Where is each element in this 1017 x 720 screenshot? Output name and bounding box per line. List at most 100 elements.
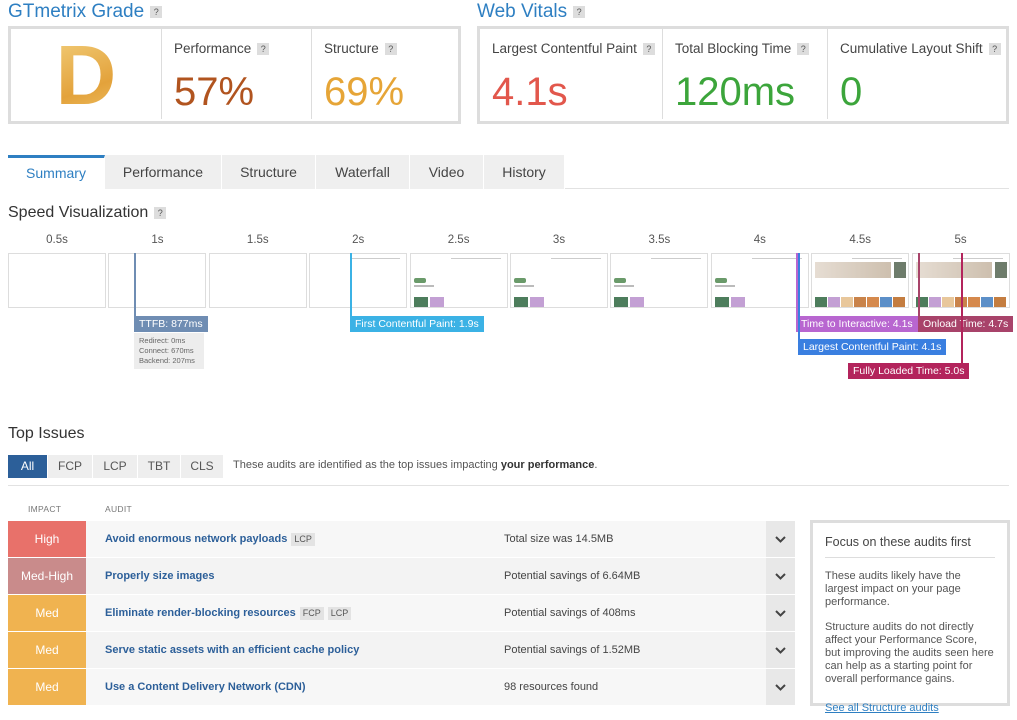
sidebar-text: Structure audits do not directly affect … bbox=[825, 621, 994, 685]
marker-label: Time to Interactive: 4.1s bbox=[796, 316, 918, 332]
audit-row[interactable]: Med Eliminate render-blocking resources FC… bbox=[8, 595, 795, 631]
audit-result: Potential savings of 1.52MB bbox=[504, 644, 641, 656]
impact: Med-High bbox=[8, 558, 86, 594]
help-icon[interactable]: ? bbox=[384, 43, 397, 56]
time-label: 1s bbox=[151, 234, 164, 246]
filter-button[interactable]: CLS bbox=[181, 455, 224, 478]
marker-line bbox=[134, 253, 136, 316]
grade-box: D Performance? 57% Structure? 69% bbox=[8, 26, 461, 124]
help-icon[interactable]: ? bbox=[257, 43, 270, 56]
issues-title: Top Issues bbox=[8, 425, 85, 442]
frame-logo bbox=[514, 278, 526, 283]
audit-title[interactable]: Use a Content Delivery Network (CDN) bbox=[105, 681, 306, 693]
expand-button[interactable] bbox=[766, 595, 795, 631]
time-label: 2s bbox=[352, 234, 365, 246]
metric-value: 69% bbox=[324, 70, 405, 114]
audit-title[interactable]: Serve static assets with an efficient ca… bbox=[105, 644, 360, 656]
filter-button[interactable]: All bbox=[8, 455, 48, 478]
tab[interactable]: Waterfall bbox=[316, 155, 410, 189]
frame-text bbox=[714, 285, 735, 287]
frame-tile bbox=[928, 297, 941, 307]
tab[interactable]: Summary bbox=[8, 155, 105, 189]
marker-label: TTFB: 877ms bbox=[134, 316, 208, 332]
frame-tile bbox=[530, 297, 544, 307]
ttfb-details: Redirect: 0ms Connect: 670ms Backend: 20… bbox=[134, 333, 204, 369]
grade-letter: D bbox=[11, 29, 161, 121]
filmstrip-frame bbox=[309, 253, 408, 308]
time-label: 3.5s bbox=[648, 234, 671, 246]
metric-value: 120ms bbox=[675, 70, 796, 114]
note-bold: your performance bbox=[500, 459, 595, 471]
ttfb-detail: Connect: 670ms bbox=[139, 346, 194, 355]
metric-value: 4.1s bbox=[492, 70, 568, 114]
time-label: 3s bbox=[552, 234, 566, 246]
metric-label: Performance bbox=[174, 41, 252, 56]
audit-title[interactable]: Eliminate render-blocking resources bbox=[105, 607, 296, 619]
tab[interactable]: History bbox=[484, 155, 565, 189]
tab[interactable]: Video bbox=[410, 155, 484, 189]
audit-row[interactable]: High Avoid enormous network payloads LCP To… bbox=[8, 521, 795, 557]
frame-logo bbox=[614, 278, 627, 283]
help-icon[interactable]: ? bbox=[797, 43, 810, 56]
frame-tile bbox=[893, 297, 906, 307]
audit-title[interactable]: Properly size images bbox=[105, 570, 215, 582]
filter-button[interactable]: TBT bbox=[138, 455, 181, 478]
frame-tile bbox=[429, 297, 444, 307]
vitals-heading: Web Vitals? bbox=[477, 1, 586, 23]
frame-tile bbox=[614, 297, 629, 307]
audit-name: Avoid enormous network payloads LCP bbox=[105, 521, 315, 557]
expand-button[interactable] bbox=[766, 669, 795, 705]
frame-tile bbox=[993, 297, 1006, 307]
sidebar-link[interactable]: See all Structure audits bbox=[825, 702, 939, 714]
column-header: IMPACT bbox=[28, 504, 62, 514]
filmstrip-frame bbox=[510, 253, 608, 308]
help-icon[interactable]: ? bbox=[154, 206, 167, 219]
audit-row[interactable]: Med-High Properly size images Potential sa… bbox=[8, 558, 795, 594]
frame-text bbox=[614, 285, 635, 287]
frame-tile bbox=[941, 297, 954, 307]
grade-heading: GTmetrix Grade? bbox=[8, 1, 163, 23]
column-header: AUDIT bbox=[105, 504, 132, 514]
ttfb-detail: Redirect: 0ms bbox=[139, 336, 186, 345]
audit-row[interactable]: Med Serve static assets with an efficient… bbox=[8, 632, 795, 668]
frame-tile bbox=[815, 297, 828, 307]
filter-button[interactable]: LCP bbox=[93, 455, 138, 478]
frame-banner bbox=[915, 262, 992, 278]
frame-tile bbox=[413, 297, 428, 307]
frame-tile bbox=[967, 297, 980, 307]
tab[interactable]: Structure bbox=[222, 155, 316, 189]
marker-label: Fully Loaded Time: 5.0s bbox=[848, 363, 970, 379]
frame-tile bbox=[514, 297, 528, 307]
vitals-title: Web Vitals bbox=[477, 1, 568, 22]
expand-button[interactable] bbox=[766, 558, 795, 594]
filter-button[interactable]: FCP bbox=[48, 455, 93, 478]
help-icon[interactable]: ? bbox=[573, 5, 586, 18]
sidebar-text: These audits likely have the largest imp… bbox=[825, 570, 961, 608]
marker-line bbox=[798, 253, 800, 339]
audit-title[interactable]: Avoid enormous network payloads bbox=[105, 533, 288, 545]
chevron bbox=[775, 684, 786, 691]
marker-line bbox=[961, 253, 963, 378]
impact: High bbox=[8, 521, 86, 557]
frame-line bbox=[350, 258, 401, 259]
help-icon[interactable]: ? bbox=[642, 43, 655, 56]
sidebar: Focus on these audits first These audits… bbox=[810, 520, 1010, 714]
time-label: 4.5s bbox=[849, 234, 872, 246]
tab[interactable]: Performance bbox=[105, 155, 222, 189]
audit-row[interactable]: Med Use a Content Delivery Network (CDN) 9… bbox=[8, 669, 795, 705]
expand-button[interactable] bbox=[766, 632, 795, 668]
frame-tile bbox=[630, 297, 645, 307]
audit-tag: LCP bbox=[291, 532, 315, 546]
marker-label: Largest Contentful Paint: 4.1s bbox=[798, 339, 947, 355]
audit-result: Potential savings of 6.64MB bbox=[504, 570, 641, 582]
expand-button[interactable] bbox=[766, 521, 795, 557]
time-label: 1.5s bbox=[246, 234, 269, 246]
audit-name: Properly size images bbox=[105, 558, 214, 594]
marker-line bbox=[918, 253, 920, 316]
impact: Med bbox=[8, 669, 86, 705]
help-icon[interactable]: ? bbox=[150, 5, 163, 18]
frame-line bbox=[651, 258, 702, 259]
help-icon[interactable]: ? bbox=[988, 43, 1001, 56]
metric-label: Largest Contentful Paint bbox=[492, 41, 637, 56]
note-text: . bbox=[594, 459, 598, 471]
